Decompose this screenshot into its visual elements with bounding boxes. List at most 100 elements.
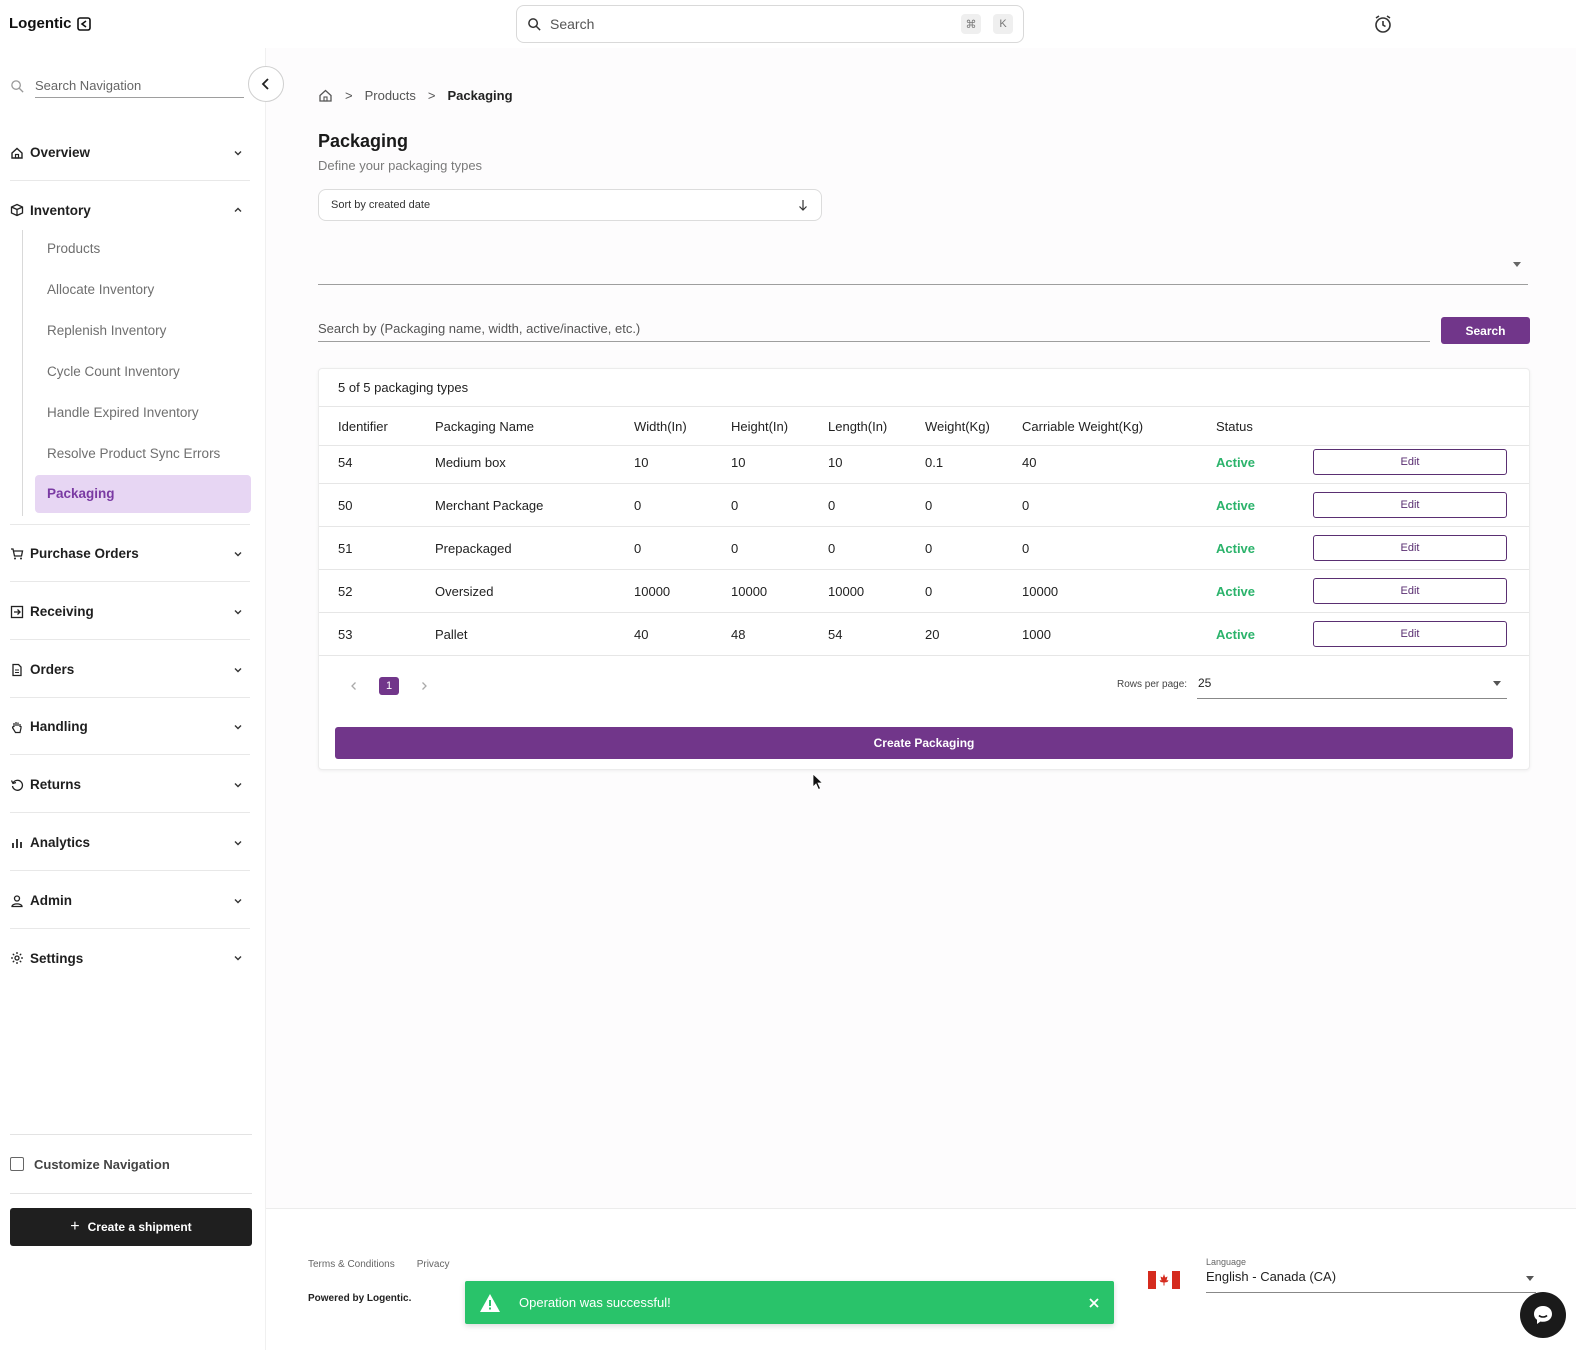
nav-section-receiving[interactable]: Receiving: [10, 584, 250, 640]
home-icon[interactable]: [318, 88, 333, 103]
main-content: > Products > Packaging Packaging Define …: [266, 48, 1576, 1208]
sidebar-item-handle-expired-inventory[interactable]: Handle Expired Inventory: [47, 405, 199, 420]
nav-section-admin[interactable]: Admin: [10, 873, 250, 929]
language-label: Language: [1206, 1257, 1247, 1267]
edit-button[interactable]: Edit: [1313, 621, 1507, 647]
shortcut-cmd-key: ⌘: [961, 14, 981, 34]
edit-button[interactable]: Edit: [1313, 492, 1507, 518]
column-header-weight[interactable]: Weight(Kg): [925, 419, 990, 434]
nav-section-label: Analytics: [30, 835, 91, 850]
column-header-status[interactable]: Status: [1216, 419, 1253, 434]
gear-icon: [11, 952, 23, 964]
cell-width: 10: [634, 454, 649, 470]
cell-carriable-weight: 1000: [1022, 626, 1051, 642]
nav-section-analytics[interactable]: Analytics: [10, 815, 250, 871]
nav-section-orders[interactable]: Orders: [10, 642, 250, 698]
column-header-height[interactable]: Height(In): [731, 419, 789, 434]
breadcrumb-products[interactable]: Products: [364, 88, 416, 103]
breadcrumb: > Products > Packaging: [318, 88, 513, 103]
cell-height: 10000: [731, 583, 768, 599]
cell-weight: 20: [925, 626, 940, 642]
result-count: 5 of 5 packaging types: [338, 380, 469, 395]
terms-link[interactable]: Terms & Conditions: [308, 1259, 395, 1270]
chevron-down-icon: [234, 898, 242, 903]
nav-section-inventory[interactable]: Inventory: [10, 182, 250, 238]
filter-select[interactable]: [318, 284, 1528, 285]
powered-by: Powered by Logentic.: [308, 1293, 412, 1304]
global-search-bar[interactable]: Search ⌘ K: [516, 5, 1024, 43]
table-row: 51 Prepackaged 0 0 0 0 0 Active Edit: [319, 527, 1529, 570]
cell-status: Active: [1216, 454, 1256, 470]
column-header-carriable-weight[interactable]: Carriable Weight(Kg): [1022, 419, 1144, 434]
edit-button[interactable]: Edit: [1313, 535, 1507, 561]
caret-down-icon[interactable]: [1513, 262, 1521, 267]
nav-section-overview[interactable]: Overview: [10, 125, 250, 181]
alarm-clock-icon[interactable]: [1373, 14, 1393, 34]
nav-section-returns[interactable]: Returns: [10, 757, 250, 813]
sidebar-item-allocate-inventory[interactable]: Allocate Inventory: [47, 282, 155, 297]
sort-label: Sort by created date: [331, 199, 431, 211]
create-shipment-button[interactable]: + Create a shipment: [10, 1208, 252, 1246]
sidebar-item-resolve-product-sync-errors[interactable]: Resolve Product Sync Errors: [47, 446, 221, 461]
sidebar-item-products[interactable]: Products: [47, 241, 101, 256]
divider: [10, 524, 250, 525]
collapse-sidebar-button[interactable]: [248, 66, 284, 102]
privacy-link[interactable]: Privacy: [416, 1259, 450, 1270]
chat-icon: [1534, 1306, 1552, 1324]
column-header-length[interactable]: Length(In): [828, 419, 888, 434]
app-logo[interactable]: Logentic: [9, 15, 92, 32]
sidebar-item-packaging[interactable]: Packaging: [35, 475, 251, 513]
close-icon[interactable]: [1088, 1297, 1100, 1309]
canada-flag-icon: [1148, 1271, 1180, 1289]
chevron-down-icon: [234, 956, 242, 961]
nav-section-label: Settings: [30, 950, 84, 966]
column-header-identifier[interactable]: Identifier: [338, 419, 388, 434]
edit-button[interactable]: Edit: [1313, 578, 1507, 604]
customize-navigation[interactable]: Customize Navigation: [10, 1134, 252, 1194]
nav-section-handling[interactable]: Handling: [10, 699, 250, 755]
cell-length: 0: [828, 540, 836, 556]
packaging-search-input[interactable]: Search by (Packaging name, width, active…: [318, 316, 1430, 342]
create-packaging-button[interactable]: Create Packaging: [335, 727, 1513, 759]
sidebar-item-cycle-count-inventory[interactable]: Cycle Count Inventory: [47, 364, 180, 379]
sort-select[interactable]: Sort by created date: [318, 189, 822, 221]
cell-weight: 0: [925, 583, 933, 599]
cell-packaging-name: Merchant Package: [435, 497, 544, 513]
sidebar-item-replenish-inventory[interactable]: Replenish Inventory: [47, 323, 167, 338]
column-header-width[interactable]: Width(In): [634, 419, 687, 434]
caret-down-icon: [1493, 681, 1501, 686]
global-search-placeholder: Search: [550, 16, 595, 32]
page-number-button[interactable]: 1: [379, 677, 399, 695]
nav-section-settings[interactable]: Settings: [10, 930, 250, 986]
cell-identifier: 50: [338, 497, 353, 513]
nav-search[interactable]: Search Navigation: [10, 73, 244, 99]
cell-identifier: 51: [338, 540, 353, 556]
cart-icon: [11, 547, 24, 559]
column-header-packaging-name[interactable]: Packaging Name: [435, 419, 534, 434]
nav-section-label: Overview: [30, 145, 91, 160]
edit-button[interactable]: Edit: [1313, 449, 1507, 475]
nav-search-input[interactable]: Search Navigation: [35, 74, 244, 98]
search-button[interactable]: Search: [1441, 317, 1530, 344]
cell-width: 0: [634, 540, 642, 556]
chevron-left-icon[interactable]: [349, 681, 359, 691]
plus-icon: +: [70, 1218, 80, 1235]
caret-down-icon: [1526, 1276, 1534, 1281]
chevron-down-icon: [234, 782, 242, 787]
table-header: Identifier Packaging Name Width(In) Heig…: [319, 408, 1529, 446]
chevron-right-icon[interactable]: [419, 681, 429, 691]
customize-navigation-checkbox[interactable]: [10, 1157, 24, 1171]
divider: [319, 406, 1529, 407]
language-select[interactable]: English - Canada (CA): [1206, 1269, 1536, 1293]
rows-per-page-select[interactable]: 25: [1197, 673, 1507, 699]
page-title: Packaging: [318, 131, 409, 151]
table-row: 54 Medium box 10 10 10 0.1 40 Active Edi…: [319, 441, 1529, 484]
breadcrumb-packaging: Packaging: [447, 88, 513, 103]
cell-status: Active: [1216, 540, 1256, 556]
rows-per-page-label: Rows per page:: [1117, 679, 1188, 690]
footer-links: Terms & Conditions Privacy: [308, 1259, 450, 1270]
nav-section-purchase-orders[interactable]: Purchase Orders: [10, 526, 250, 582]
cell-height: 10: [731, 454, 746, 470]
search-icon: [528, 17, 541, 31]
chat-support-button[interactable]: [1520, 1292, 1566, 1338]
